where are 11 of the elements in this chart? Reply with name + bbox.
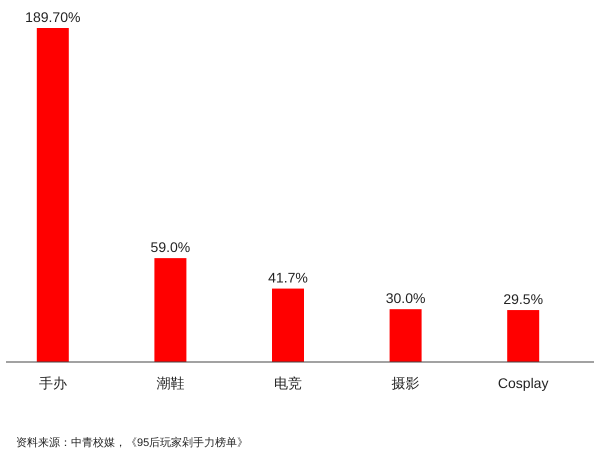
data-label: 59.0%	[150, 239, 190, 256]
data-label: 29.5%	[503, 291, 544, 308]
x-tick-label: 潮鞋	[156, 375, 184, 391]
x-tick-label: 电竞	[274, 375, 302, 391]
data-label: 189.70%	[25, 9, 80, 25]
data-label: 30.0%	[386, 290, 426, 306]
x-tick-label: Cosplay	[498, 375, 548, 391]
text: 资料来源：中青校媒，《95后玩家剁手力榜单》	[16, 436, 248, 449]
x-tick-label: 摄影	[392, 375, 420, 391]
data-label: 41.7%	[268, 270, 308, 286]
x-tick-label: 手办	[38, 375, 67, 391]
